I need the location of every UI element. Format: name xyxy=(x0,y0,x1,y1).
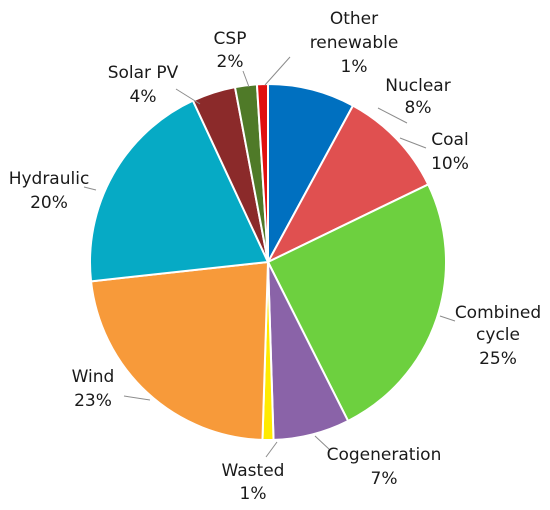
category-label-combined-cycle: cycle xyxy=(476,325,520,345)
category-label-csp: CSP xyxy=(214,29,247,49)
pie-slice-coal xyxy=(265,104,430,265)
pie-slice-hydraulic xyxy=(89,99,270,283)
leader-line-csp xyxy=(242,70,250,88)
percent-label-solar-pv: 4% xyxy=(130,87,157,107)
leader-line-nuclear xyxy=(377,107,408,124)
leader-line-wasted xyxy=(265,441,278,458)
category-label-other-renewable: Other xyxy=(330,9,378,29)
percent-label-nuclear: 8% xyxy=(405,98,432,118)
category-label-other-renewable: renewable xyxy=(310,33,399,53)
percent-label-csp: 2% xyxy=(217,52,244,72)
leader-line-coal xyxy=(399,137,427,149)
percent-label-cogeneration: 7% xyxy=(371,469,398,489)
category-label-cogeneration: Cogeneration xyxy=(327,445,442,465)
percent-label-hydraulic: 20% xyxy=(30,193,68,213)
percent-label-wasted: 1% xyxy=(240,484,267,504)
percent-label-wind: 23% xyxy=(74,391,112,411)
pie-slice-other-renewable xyxy=(255,82,269,263)
category-label-nuclear: Nuclear xyxy=(385,76,450,96)
pie-slice-combined-cycle xyxy=(266,183,447,423)
leader-line-hydraulic xyxy=(83,186,97,191)
category-label-wind: Wind xyxy=(72,367,115,387)
leader-line-wind xyxy=(123,395,151,401)
leader-line-other-renewable xyxy=(264,56,291,86)
category-label-hydraulic: Hydraulic xyxy=(9,169,90,189)
percent-label-combined-cycle: 25% xyxy=(479,349,517,369)
category-label-coal: Coal xyxy=(431,130,468,150)
percent-label-coal: 10% xyxy=(431,154,469,174)
category-label-combined-cycle: Combined xyxy=(455,303,541,323)
leader-line-cogeneration xyxy=(314,435,331,451)
category-label-wasted: Wasted xyxy=(222,461,285,481)
percent-label-other-renewable: 1% xyxy=(341,57,368,77)
pie-slice-wind xyxy=(89,260,270,441)
category-label-solar-pv: Solar PV xyxy=(108,63,179,83)
leader-line-combined-cycle xyxy=(439,315,456,322)
leader-line-solar-pv xyxy=(175,88,201,105)
